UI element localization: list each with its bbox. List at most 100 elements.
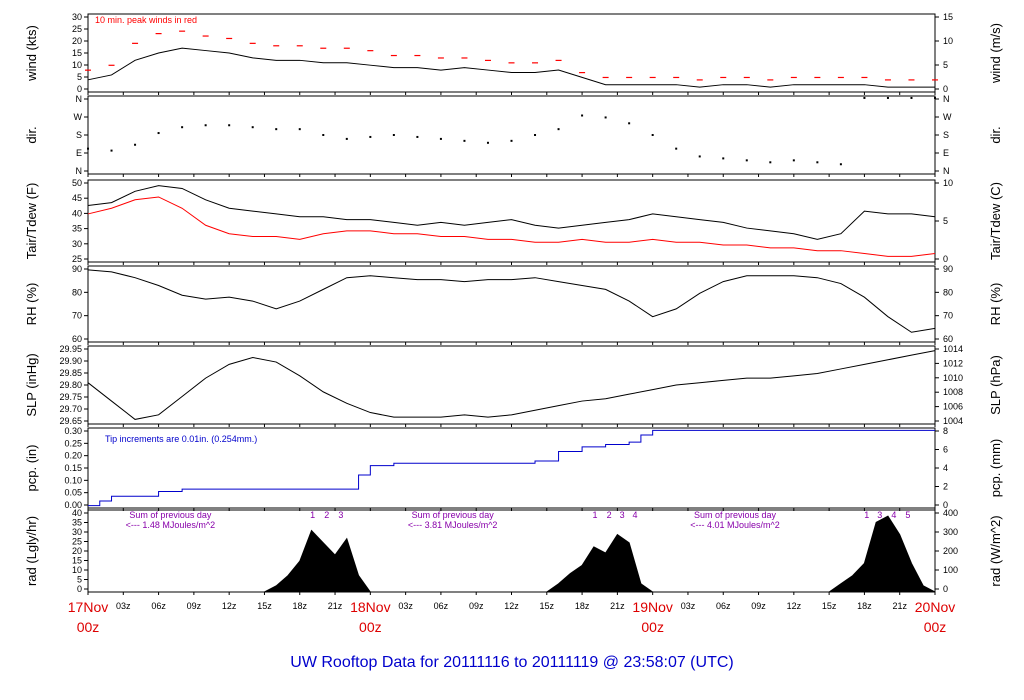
wind-rtick-label: 5 [943,60,948,70]
rh-ylabel-right: RH (%) [988,283,1003,326]
temp-ytick-label: 35 [72,224,82,234]
wind-peak-mark [696,79,703,81]
pcp-rtick-label: 6 [943,445,948,455]
wind-peak-mark [132,42,139,44]
rad-area [88,515,936,593]
slp-ylabel: SLP (inHg) [24,353,39,416]
day-label: 20Nov [915,599,955,615]
rad-sum-note: Sum of previous day [129,510,212,520]
pcp-ytick-label: 0.10 [64,475,82,485]
dir-point [534,134,537,136]
day-label: 17Nov [68,599,108,615]
dir-point [298,128,301,131]
slp-rtick-label: 1014 [943,344,963,354]
wind-peak-mark [649,76,656,79]
pcp-rtick-label: 8 [943,426,948,436]
dir-point [439,137,442,140]
wind-peak-mark [508,62,515,64]
rad-hour-marker: 2 [607,510,612,520]
dir-frame [87,95,936,175]
pcp-ytick-label: 0.00 [64,500,82,510]
wind-peak-mark [673,76,680,79]
slp-ytick-label: 29.70 [59,404,82,414]
dir-point [886,96,889,99]
panel-rh: 60 70 80 90 60 70 80 90 RH (%) RH (%) [24,264,1003,345]
dir-point [322,134,325,136]
pcp-line-0 [88,429,935,507]
wind-frame [87,13,936,93]
wind-peak-mark [720,76,727,79]
temp-rtick-label: 0 [943,254,948,264]
slp-rtick-label: 1010 [943,373,963,383]
dir-ytick-label: S [76,130,82,140]
dir-point [581,114,584,117]
wind-peak-mark [484,59,491,62]
panel-wind: 0 5 10 15 20 25 30 0 5 10 15 wind (kts) wind (m/s) 10… [24,12,1003,95]
dir-ytick-label: E [76,148,82,158]
wind-peak-mark [390,54,397,57]
temp-rtick-label: 10 [943,178,953,188]
dir-rtick-label: S [943,130,949,140]
dir-rtick-label: E [943,148,949,158]
dir-point [251,126,254,129]
dir-point [839,163,842,166]
rad-ylabel-right: rad (W/m^2) [988,515,1003,586]
rad-ytick-label: 35 [72,518,82,528]
hour-label: 12z [787,601,802,611]
temp-ytick-label: 30 [72,239,82,249]
hour-label: 18z [857,601,872,611]
hour-label: 09z [751,601,766,611]
dir-point [157,132,160,135]
dir-ytick-label: N [76,166,83,176]
slp-rtick-label: 1004 [943,416,963,426]
slp-frame [87,345,936,425]
hour-label: 15z [822,601,837,611]
rh-ytick-label: 70 [72,311,82,321]
wind-line-0 [87,47,935,88]
wind-peak-mark [837,76,844,79]
wind-peak-mark [179,30,186,32]
rad-ylabel: rad (Lgly/hr) [24,516,39,586]
wind-peak-mark [85,69,91,71]
dir-ytick-label: W [74,112,83,122]
rad-ytick-label: 15 [72,556,82,566]
dir-point [181,126,184,129]
hour-label: 03z [116,601,131,611]
dir-point [934,96,936,99]
rad-ytick-label: 30 [72,527,82,537]
dir-point [204,124,207,127]
dir-point [863,96,866,99]
pcp-ytick-label: 0.25 [64,438,82,448]
hour-label: 06z [716,601,731,611]
wind-peak-mark [932,79,938,81]
panel-slp: 29.65 29.70 29.75 29.80 29.85 29.90 29.95 1004 1… [24,344,1003,427]
wind-peak-mark [273,45,280,47]
dir-rtick-label: W [943,112,952,122]
hour-label: 18z [292,601,307,611]
hour-label: 21z [892,601,907,611]
wind-peak-mark [296,45,303,47]
wind-peak-mark [602,76,609,79]
rad-hour-marker: 2 [324,510,329,520]
panel-temp: 25 30 35 40 45 50 0 5 10 Tair/Tdew (F) Tair/Tdew (… [24,178,1003,265]
day-label: 18Nov [350,599,390,615]
rad-ytick-label: 25 [72,537,82,547]
rh-ytick-label: 90 [72,264,82,274]
rad-rtick-label: 200 [943,546,958,556]
hour-label: 15z [257,601,272,611]
dir-point [745,159,748,162]
dir-point [698,155,701,158]
dir-point [675,147,678,150]
wind-peak-mark [320,47,327,49]
rad-rtick-label: 0 [943,584,948,594]
dir-point [510,139,513,142]
day-time-label: 00z [924,619,947,635]
slp-rtick-label: 1012 [943,358,963,368]
temp-ytick-label: 40 [72,208,82,218]
slp-line-0 [87,350,936,420]
hour-label: 12z [222,601,237,611]
dir-point [816,161,819,164]
dir-point [722,157,725,160]
